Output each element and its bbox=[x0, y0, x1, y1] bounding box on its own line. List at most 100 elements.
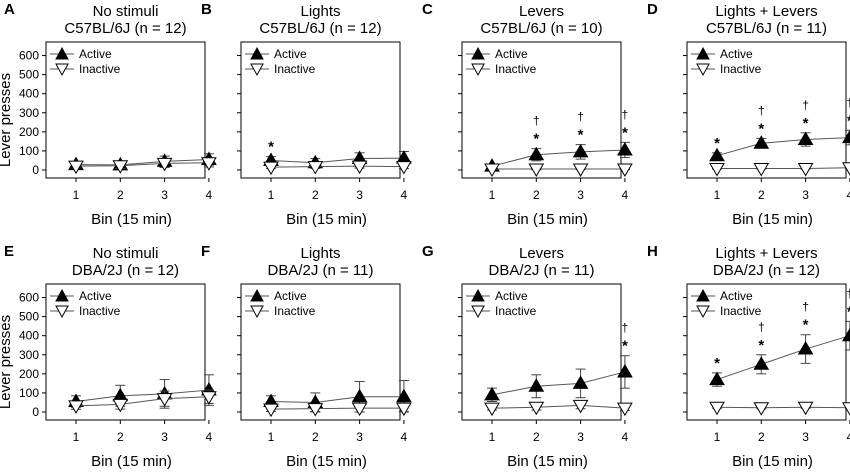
plot-frame bbox=[461, 41, 622, 179]
x-tick-label: 4 bbox=[622, 430, 629, 444]
legend-active-label: Active bbox=[720, 47, 753, 61]
y-axis-label: Lever presses bbox=[0, 73, 14, 167]
active-point bbox=[528, 378, 545, 392]
y-tick-label: 200 bbox=[19, 367, 39, 381]
x-tick-label: 1 bbox=[714, 430, 721, 444]
active-point bbox=[351, 388, 368, 403]
active-series-line bbox=[716, 335, 850, 381]
inactive-point bbox=[68, 400, 84, 414]
legend-inactive-marker bbox=[55, 305, 69, 319]
legend-active-marker bbox=[55, 46, 69, 60]
legend-active-label: Active bbox=[274, 289, 307, 303]
inactive-point bbox=[351, 160, 368, 175]
legend-inactive-label: Inactive bbox=[495, 62, 537, 76]
active-point bbox=[572, 375, 589, 389]
significance-star: * bbox=[622, 338, 628, 355]
inactive-point bbox=[396, 402, 412, 417]
panel-title-line1: Lights + Levers bbox=[715, 245, 817, 262]
inactive-point bbox=[528, 163, 545, 178]
panel-title-line1: No stimuli bbox=[93, 245, 159, 262]
x-axis-label: Bin (15 min) bbox=[507, 453, 588, 470]
active-point bbox=[617, 141, 633, 156]
inactive-point bbox=[68, 160, 84, 175]
significance-star: * bbox=[578, 127, 584, 144]
legend-inactive-marker bbox=[696, 305, 710, 319]
panel-letter: F bbox=[201, 243, 210, 260]
legend-inactive-marker bbox=[471, 305, 485, 319]
legend-inactive-label: Inactive bbox=[720, 62, 762, 76]
plot-frame bbox=[461, 283, 622, 421]
y-tick-label: 200 bbox=[19, 125, 39, 139]
y-tick-label: 300 bbox=[19, 106, 39, 120]
x-tick-label: 1 bbox=[268, 430, 275, 444]
inactive-series-line bbox=[270, 407, 404, 410]
inactive-point bbox=[201, 157, 217, 171]
legend-inactive-label: Inactive bbox=[79, 62, 121, 76]
y-tick-label: 500 bbox=[19, 310, 39, 324]
legend-active-marker bbox=[696, 46, 710, 60]
inactive-point bbox=[351, 402, 368, 417]
inactive-point bbox=[617, 402, 633, 417]
panel-title-line1: Lights + Levers bbox=[715, 3, 817, 20]
panel-letter: E bbox=[4, 243, 14, 260]
x-tick-label: 3 bbox=[356, 188, 363, 202]
panel-title-line2: DBA/2J (n = 12) bbox=[713, 262, 820, 279]
significance-dagger: † bbox=[802, 300, 809, 314]
panel-letter: G bbox=[422, 243, 434, 260]
inactive-point bbox=[709, 401, 725, 416]
y-tick-label: 300 bbox=[19, 348, 39, 362]
x-tick-label: 2 bbox=[758, 430, 765, 444]
significance-star: * bbox=[714, 135, 720, 152]
significance-star: * bbox=[847, 112, 850, 129]
legend-active-marker bbox=[55, 288, 69, 302]
legend-active-marker bbox=[250, 46, 264, 60]
x-tick-label: 1 bbox=[489, 430, 496, 444]
y-tick-label: 600 bbox=[19, 49, 39, 63]
legend-inactive-marker bbox=[696, 63, 710, 77]
legend-inactive-marker bbox=[250, 305, 264, 319]
x-axis-label: Bin (15 min) bbox=[286, 211, 367, 228]
legend-active-marker bbox=[471, 46, 485, 60]
x-tick-label: 3 bbox=[161, 430, 168, 444]
significance-dagger: † bbox=[577, 110, 584, 124]
inactive-series-line bbox=[75, 396, 209, 407]
significance-star: * bbox=[803, 317, 809, 334]
legend-inactive-label: Inactive bbox=[274, 304, 316, 318]
x-tick-label: 1 bbox=[489, 188, 496, 202]
inactive-point bbox=[307, 161, 324, 175]
inactive-point bbox=[112, 160, 129, 174]
panel-title-line2: DBA/2J (n = 11) bbox=[267, 262, 373, 279]
inactive-point bbox=[797, 401, 814, 416]
inactive-point bbox=[572, 163, 589, 178]
y-tick-label: 500 bbox=[19, 68, 39, 82]
active-point bbox=[797, 341, 814, 355]
significance-dagger: † bbox=[533, 114, 540, 128]
significance-dagger: † bbox=[622, 107, 629, 121]
legend-inactive-marker bbox=[55, 63, 69, 77]
inactive-series-line bbox=[270, 165, 404, 168]
x-tick-label: 4 bbox=[622, 188, 629, 202]
significance-star: * bbox=[533, 131, 539, 148]
active-point bbox=[709, 371, 725, 386]
inactive-series-line bbox=[491, 404, 625, 409]
active-series-line bbox=[75, 389, 209, 403]
legend-active-label: Active bbox=[79, 47, 112, 61]
inactive-point bbox=[753, 402, 770, 416]
y-tick-label: 400 bbox=[19, 329, 39, 343]
active-series-line bbox=[270, 396, 404, 403]
x-tick-label: 2 bbox=[117, 430, 124, 444]
plot-frame bbox=[240, 283, 401, 421]
active-point bbox=[617, 363, 633, 378]
panel-title-line2: C57BL/6J (n = 11) bbox=[706, 20, 827, 37]
panel-letter: D bbox=[647, 1, 658, 18]
inactive-point bbox=[572, 399, 589, 414]
x-tick-label: 4 bbox=[206, 188, 213, 202]
x-tick-label: 2 bbox=[533, 430, 540, 444]
inactive-point bbox=[396, 161, 412, 175]
significance-dagger: † bbox=[758, 320, 765, 334]
active-point bbox=[528, 146, 545, 161]
plot-frame bbox=[45, 283, 206, 421]
x-tick-label: 3 bbox=[577, 188, 584, 202]
